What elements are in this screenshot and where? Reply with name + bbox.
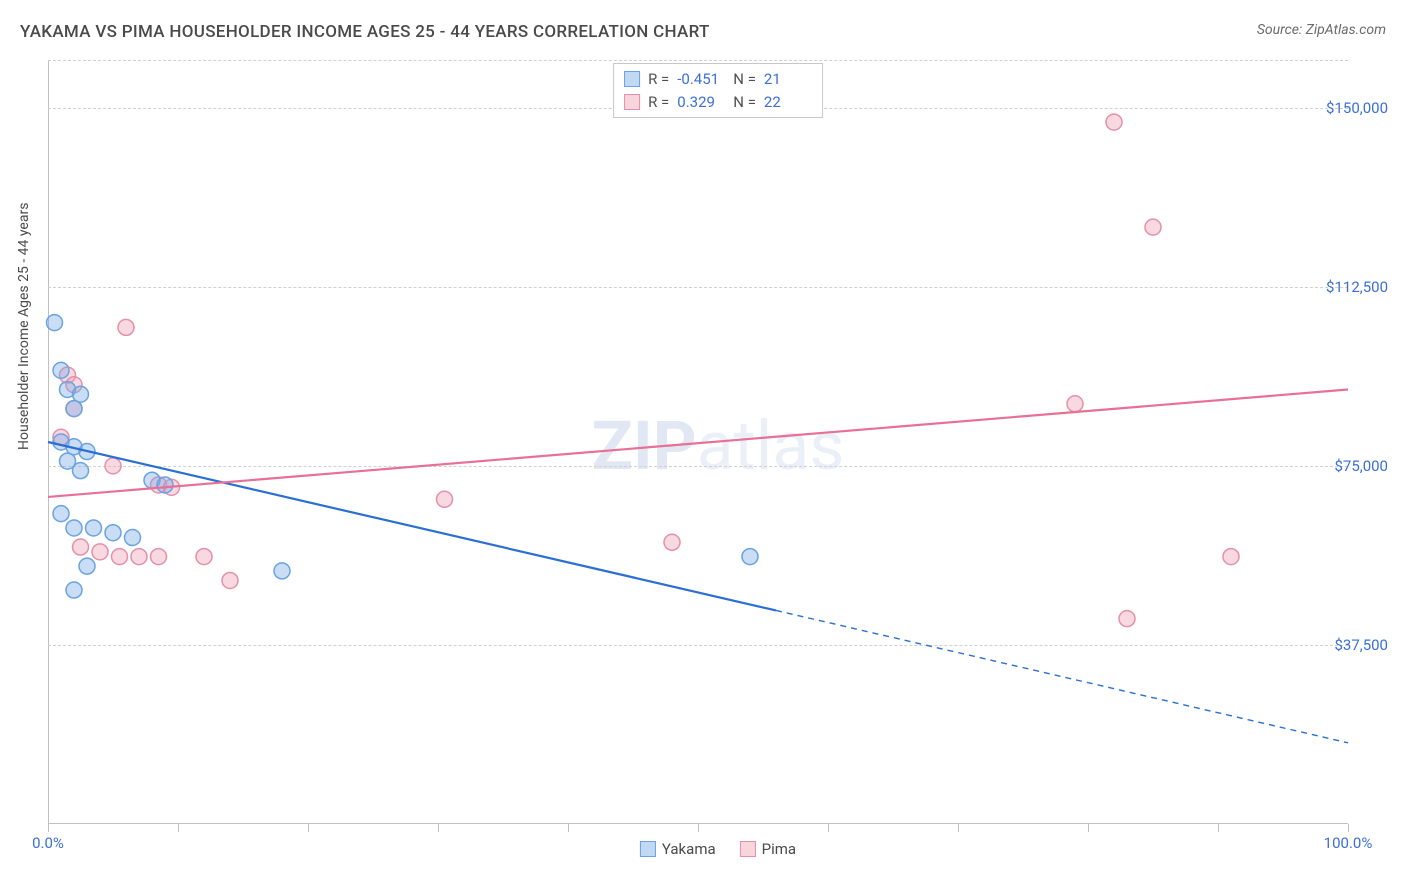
legend-label: Pima bbox=[762, 840, 796, 858]
pima-point bbox=[1119, 611, 1135, 627]
bottom-legend: Yakama Pima bbox=[640, 840, 796, 858]
yakama-point bbox=[274, 563, 290, 579]
swatch-pima bbox=[624, 94, 640, 110]
yakama-point bbox=[742, 549, 758, 565]
legend-label: Yakama bbox=[662, 840, 716, 858]
yakama-point bbox=[66, 520, 82, 536]
stats-row-pima: R = 0.329 N = 22 bbox=[624, 91, 812, 114]
stats-r-label: R = bbox=[648, 91, 669, 114]
chart-area: ZIPatlas $37,500$75,000$112,500$150,000 … bbox=[48, 60, 1388, 832]
pima-point bbox=[1106, 114, 1122, 130]
swatch-yakama bbox=[640, 841, 656, 857]
stats-row-yakama: R = -0.451 N = 21 bbox=[624, 68, 812, 91]
pima-point bbox=[1067, 396, 1083, 412]
pima-point bbox=[196, 549, 212, 565]
swatch-pima bbox=[740, 841, 756, 857]
stats-r-value: 0.329 bbox=[677, 91, 725, 114]
yakama-point bbox=[79, 558, 95, 574]
swatch-yakama bbox=[624, 71, 640, 87]
yakama-point bbox=[73, 463, 89, 479]
stats-n-value: 21 bbox=[764, 68, 812, 91]
stats-n-label: N = bbox=[733, 68, 756, 91]
yakama-point bbox=[125, 530, 141, 546]
pima-point bbox=[131, 549, 147, 565]
pima-point bbox=[151, 549, 167, 565]
chart-title: YAKAMA VS PIMA HOUSEHOLDER INCOME AGES 2… bbox=[20, 22, 710, 42]
pima-point bbox=[112, 549, 128, 565]
stats-n-label: N = bbox=[733, 91, 756, 114]
pima-point bbox=[1223, 549, 1239, 565]
pima-point bbox=[73, 539, 89, 555]
pima-point bbox=[105, 458, 121, 474]
pima-point bbox=[118, 319, 134, 335]
source-label: Source: ZipAtlas.com bbox=[1257, 22, 1386, 38]
yakama-point bbox=[47, 315, 63, 331]
stats-n-value: 22 bbox=[764, 91, 812, 114]
yakama-point bbox=[105, 525, 121, 541]
yakama-point bbox=[66, 401, 82, 417]
yakama-point bbox=[66, 582, 82, 598]
pima-point bbox=[92, 544, 108, 560]
pima-point bbox=[437, 491, 453, 507]
stats-r-label: R = bbox=[648, 68, 669, 91]
y-axis-label: Householder Income Ages 25 - 44 years bbox=[16, 203, 32, 450]
pima-regression-line bbox=[48, 389, 1348, 496]
pima-point bbox=[664, 534, 680, 550]
plot-svg bbox=[48, 60, 1388, 832]
yakama-regression-projection bbox=[776, 610, 1348, 742]
yakama-point bbox=[86, 520, 102, 536]
stats-r-value: -0.451 bbox=[677, 68, 725, 91]
stats-box: R = -0.451 N = 21 R = 0.329 N = 22 bbox=[613, 63, 823, 118]
xtick-label: 0.0% bbox=[32, 834, 64, 852]
legend-item-pima: Pima bbox=[740, 840, 796, 858]
yakama-point bbox=[73, 386, 89, 402]
yakama-point bbox=[53, 362, 69, 378]
legend-item-yakama: Yakama bbox=[640, 840, 716, 858]
pima-point bbox=[222, 572, 238, 588]
yakama-point bbox=[157, 477, 173, 493]
pima-point bbox=[1145, 219, 1161, 235]
yakama-point bbox=[53, 506, 69, 522]
xtick-label: 100.0% bbox=[1324, 834, 1373, 852]
